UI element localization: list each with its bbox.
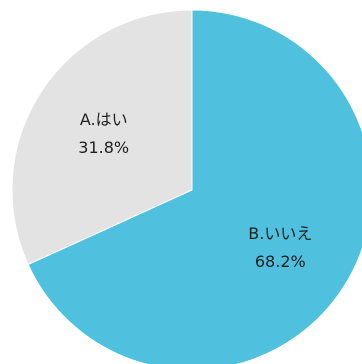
slice-label-b: B.いいえ <box>248 224 312 243</box>
pie-labels: A.はい 31.8% B.いいえ 68.2% <box>78 110 312 271</box>
pie-slice-b <box>27 9 362 364</box>
slice-label-a: A.はい <box>80 110 128 129</box>
slice-percent-a: 31.8% <box>78 138 129 157</box>
pie-slice-a <box>11 9 193 266</box>
slice-percent-b: 68.2% <box>255 252 306 271</box>
pie-slices <box>11 9 362 364</box>
